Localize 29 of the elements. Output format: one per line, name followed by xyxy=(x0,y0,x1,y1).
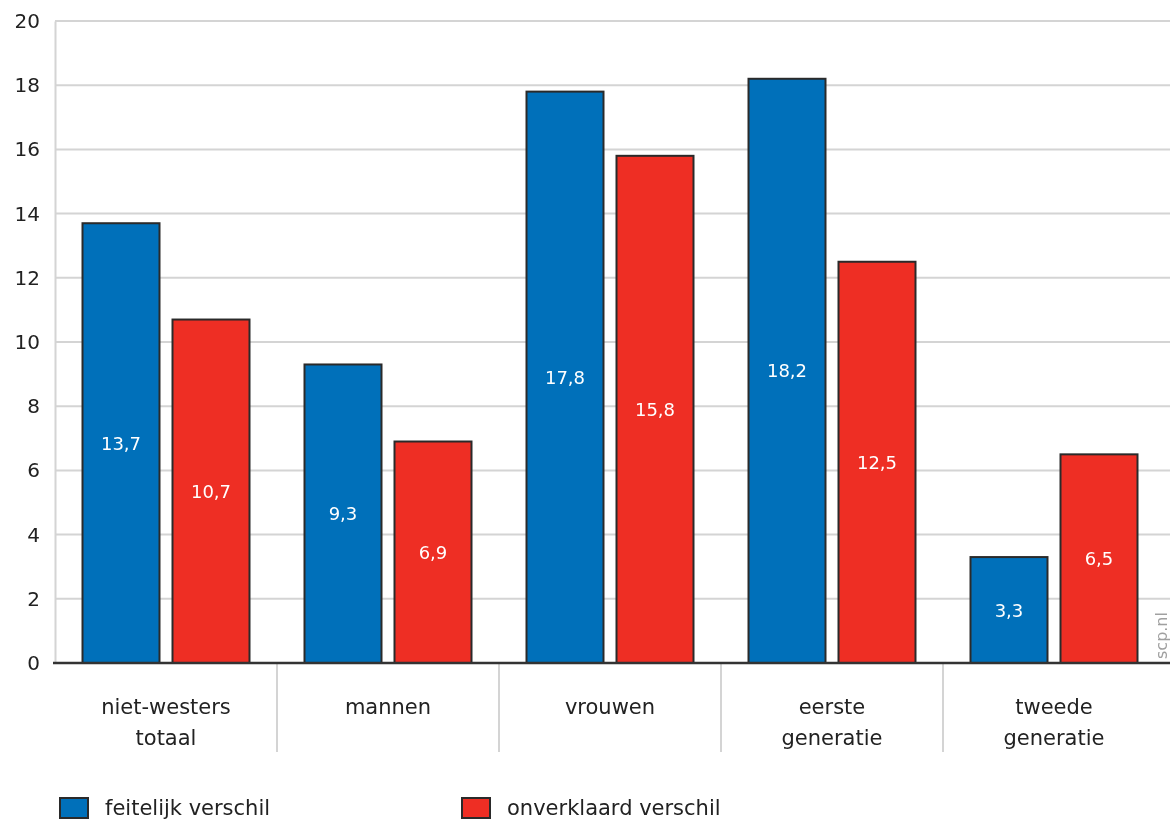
data-label: 15,8 xyxy=(634,398,676,420)
data-label: 12,5 xyxy=(856,451,898,473)
legend-label: onverklaard verschil xyxy=(507,796,721,820)
y-tick-label: 18 xyxy=(14,73,40,98)
y-tick-label: 2 xyxy=(27,586,40,611)
data-label: 17,8 xyxy=(544,366,586,388)
data-label: 3,3 xyxy=(994,599,1024,621)
y-tick-label: 10 xyxy=(14,329,40,354)
x-tick-label: niet-westers totaal xyxy=(101,695,231,750)
data-label: 18,2 xyxy=(766,360,808,382)
x-tick-label: eerste generatie xyxy=(781,695,883,750)
y-tick-label: 8 xyxy=(27,394,40,419)
data-label: 6,9 xyxy=(418,541,448,563)
y-tick-label: 6 xyxy=(27,458,40,483)
data-label: 6,5 xyxy=(1084,548,1114,570)
y-tick-label: 16 xyxy=(14,137,40,162)
annotation: scp.nl xyxy=(1152,612,1170,659)
y-tick-label: 20 xyxy=(14,8,40,33)
y-tick-label: 12 xyxy=(14,265,40,290)
y-tick-label: 14 xyxy=(14,201,40,226)
y-tick-label: 0 xyxy=(27,650,40,675)
x-tick-label: mannen xyxy=(344,695,432,719)
data-label: 13,7 xyxy=(100,432,142,454)
data-label: 9,3 xyxy=(328,503,358,525)
legend-label: feitelijk verschil xyxy=(105,796,271,820)
x-tick-label: vrouwen xyxy=(564,695,656,719)
data-label: 10,7 xyxy=(190,480,232,502)
x-tick-label: tweede generatie xyxy=(1003,695,1105,750)
y-tick-label: 4 xyxy=(27,522,40,547)
